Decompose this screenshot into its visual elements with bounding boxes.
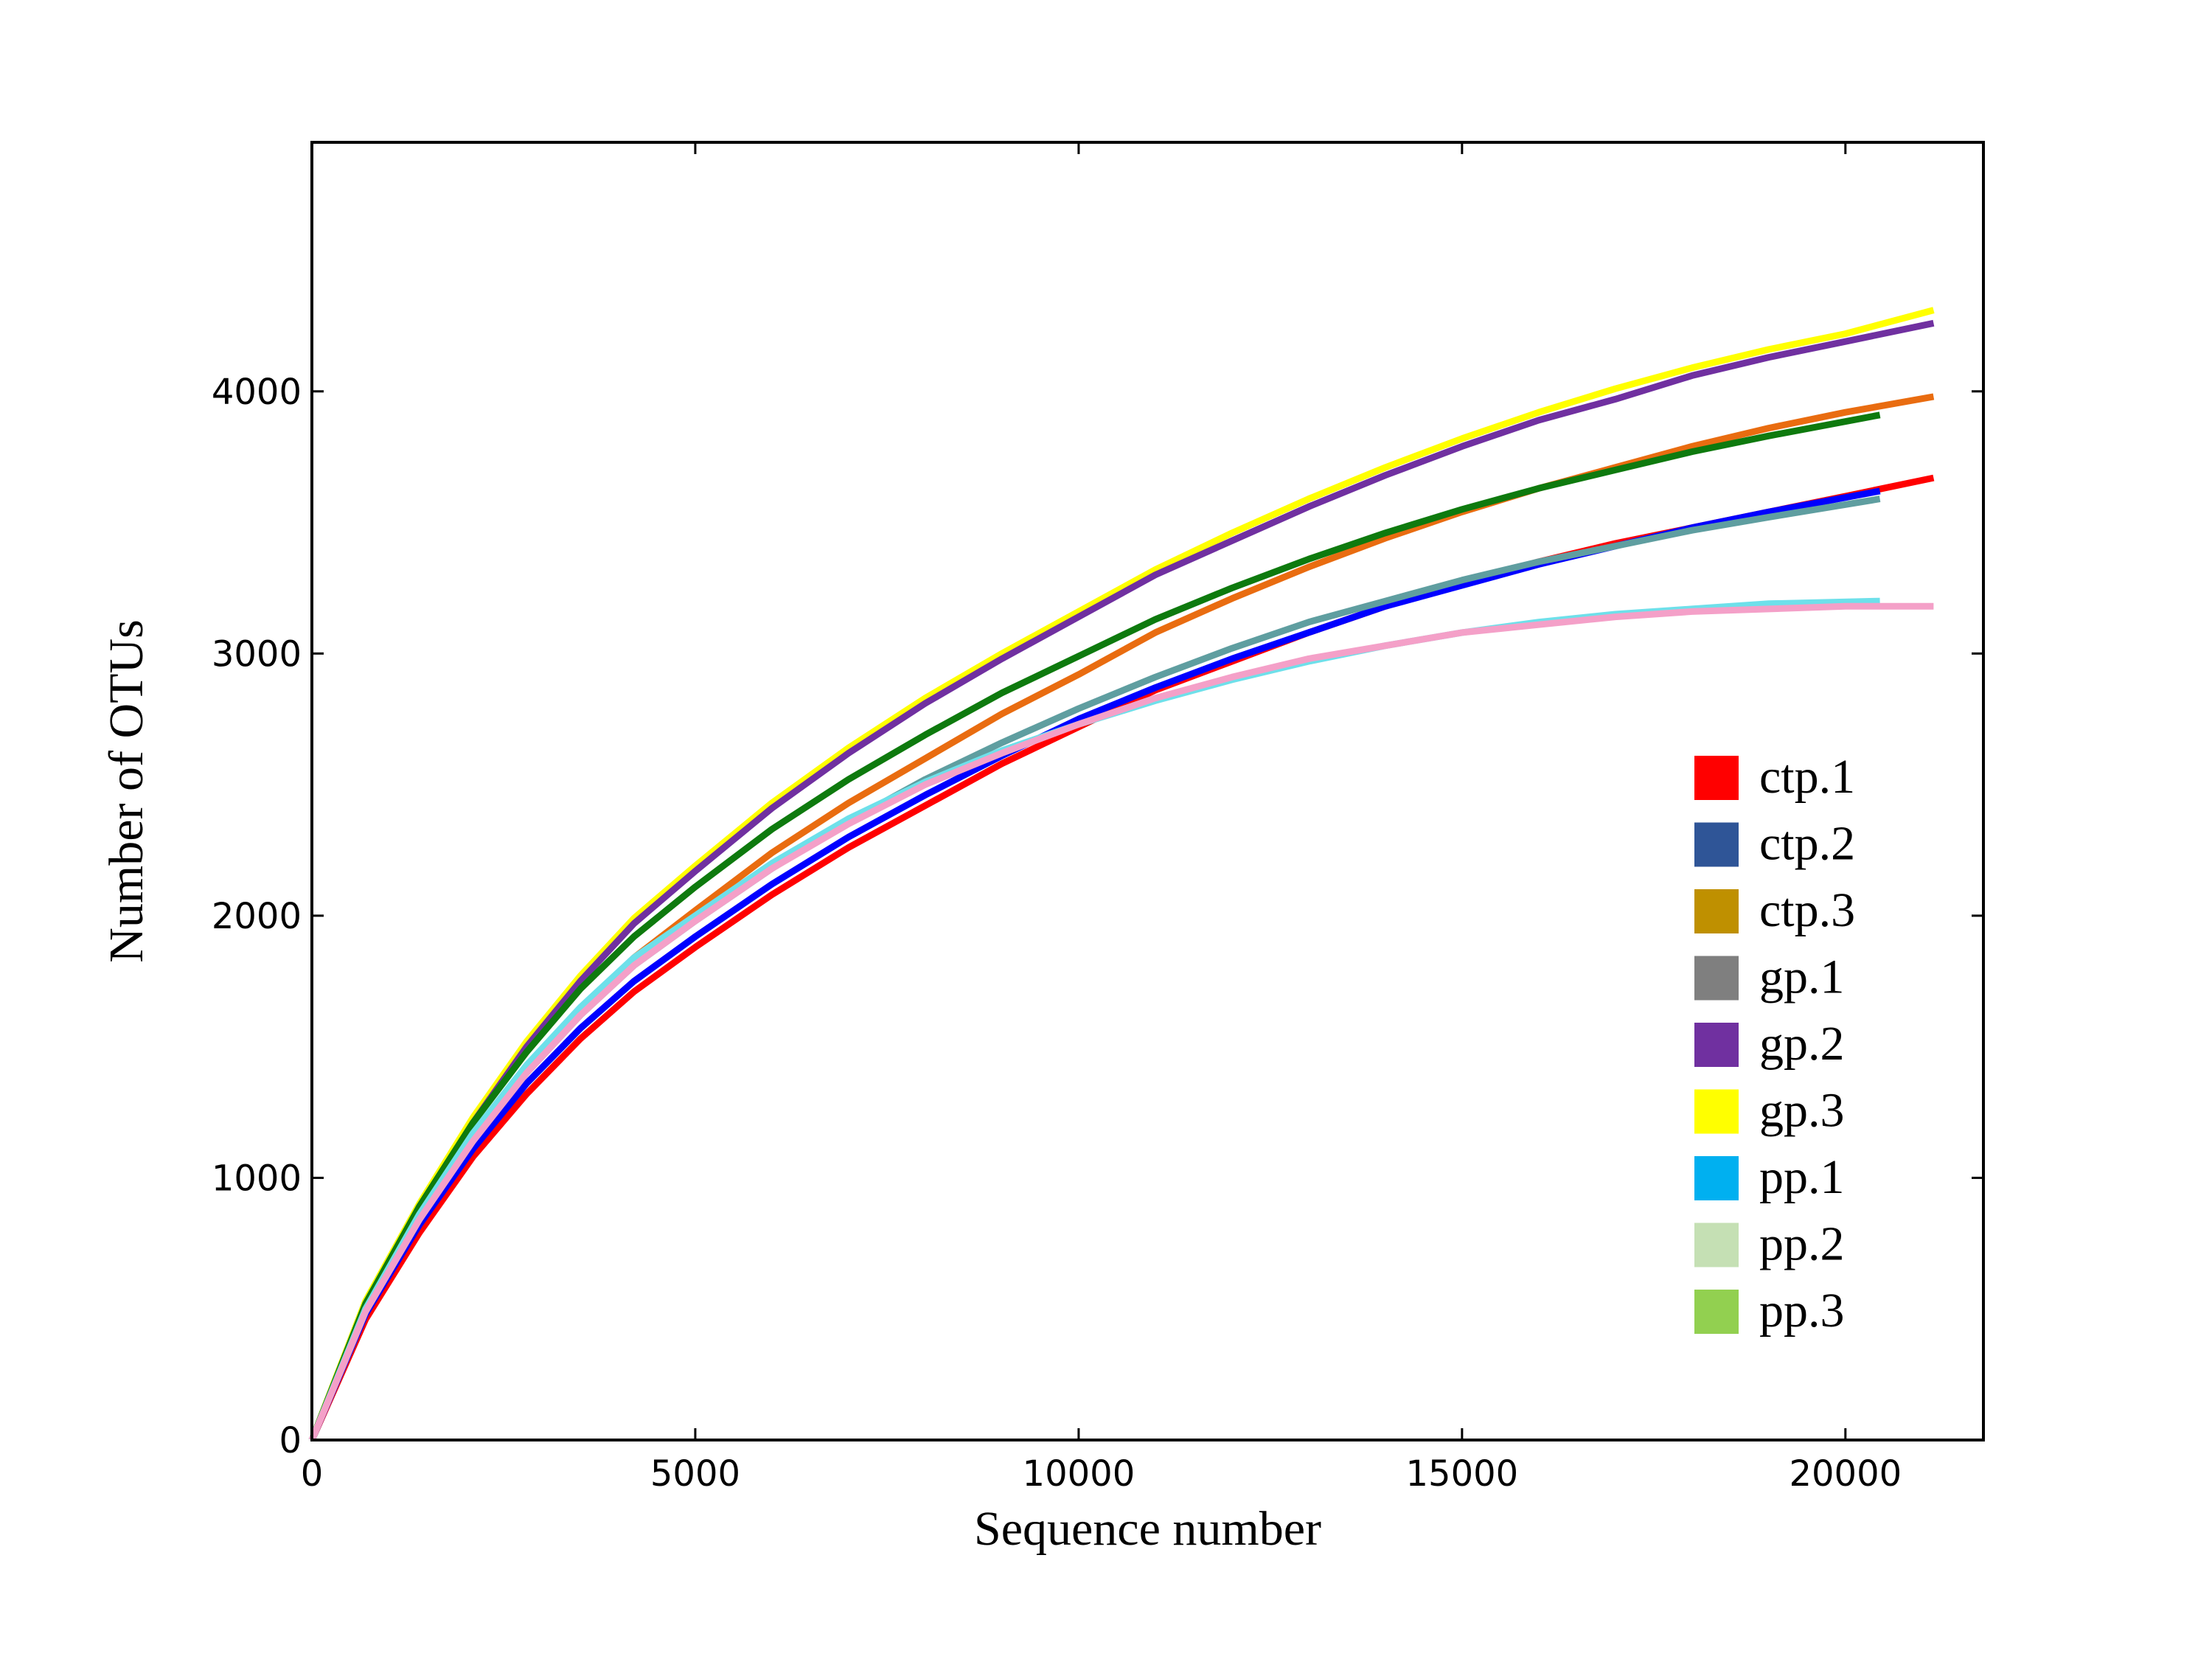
- x-tick-label: 5000: [650, 1453, 740, 1495]
- legend-swatch: [1694, 1023, 1739, 1067]
- legend-label: gp.1: [1759, 950, 1845, 1004]
- legend-swatch: [1694, 889, 1739, 933]
- y-tick-label: 1000: [212, 1158, 302, 1199]
- x-tick-label: 15000: [1406, 1453, 1519, 1495]
- x-tick-label: 0: [301, 1453, 324, 1495]
- legend: ctp.1 ctp.2 ctp.3 gp.1 gp.2 gp.3 pp.1 pp.2 pp.3: [1694, 750, 1855, 1338]
- legend-label: gp.2: [1759, 1017, 1845, 1071]
- series-line-4: [308, 411, 1881, 1441]
- legend-label: pp.1: [1759, 1150, 1845, 1204]
- legend-label: ctp.3: [1759, 883, 1855, 937]
- legend-label: pp.2: [1759, 1217, 1845, 1271]
- y-axis-title: Number of OTUs: [100, 619, 153, 963]
- legend-label: ctp.2: [1759, 817, 1855, 871]
- y-tick-label: 3000: [212, 633, 302, 675]
- legend-label: gp.3: [1759, 1084, 1845, 1138]
- axis-ticks: 0 5000 10000 15000 20000 0 1000 2000 3000 4000: [212, 142, 1983, 1495]
- y-tick-label: 2000: [212, 896, 302, 937]
- legend-swatch: [1694, 1290, 1739, 1334]
- x-tick-label: 20000: [1789, 1453, 1902, 1495]
- legend-label: ctp.1: [1759, 750, 1855, 804]
- x-axis-title: Sequence number: [974, 1502, 1321, 1556]
- legend-swatch: [1694, 822, 1739, 867]
- legend-swatch: [1694, 756, 1739, 800]
- y-tick-label: 4000: [212, 372, 302, 413]
- legend-swatch: [1694, 956, 1739, 1001]
- legend-swatch: [1694, 1156, 1739, 1200]
- legend-label: pp.3: [1759, 1284, 1845, 1338]
- legend-swatch: [1694, 1222, 1739, 1267]
- series-lines: [308, 307, 1935, 1441]
- y-tick-label: 0: [279, 1420, 302, 1461]
- legend-swatch: [1694, 1089, 1739, 1134]
- plot-area-frame: [310, 141, 1985, 1441]
- x-tick-label: 10000: [1023, 1453, 1135, 1495]
- series-line-9: [308, 602, 1934, 1441]
